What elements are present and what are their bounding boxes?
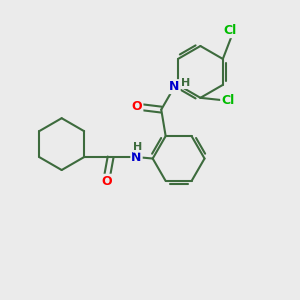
Text: N: N [169, 80, 180, 93]
Text: O: O [132, 100, 142, 113]
Text: N: N [131, 151, 142, 164]
Text: Cl: Cl [224, 24, 237, 37]
Text: O: O [101, 175, 112, 188]
Text: Cl: Cl [221, 94, 234, 107]
Text: H: H [181, 78, 190, 88]
Text: H: H [134, 142, 142, 152]
